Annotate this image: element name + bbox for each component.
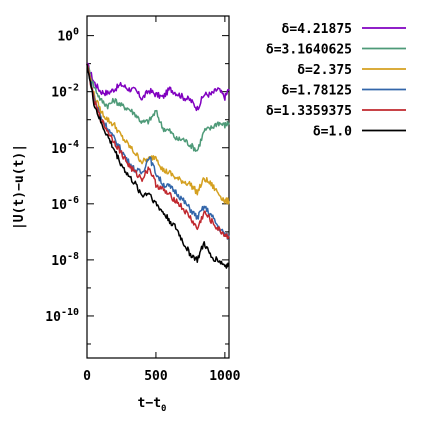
plot-frame xyxy=(86,15,230,359)
tick-labels: 0 500 1000 100 10-2 10-4 10-6 10-8 10-10 xyxy=(45,27,240,384)
y-tick-label: 10-6 xyxy=(51,195,79,213)
series-line xyxy=(86,63,230,269)
legend-label: δ=1.0 xyxy=(313,125,352,140)
y-tick-label: 10-2 xyxy=(51,83,79,101)
legend-label: δ=1.3359375 xyxy=(266,104,352,119)
legend-label: δ=3.1640625 xyxy=(266,43,352,58)
x-axis-label: t−t0 xyxy=(138,396,167,414)
y-axis-label-text: |U(t)−u(t)| xyxy=(12,144,27,230)
legend-label: δ=2.375 xyxy=(297,63,352,78)
x-tick-label: 1000 xyxy=(209,369,240,384)
series-lines xyxy=(86,62,230,269)
y-tick-label: 100 xyxy=(57,27,79,45)
legend-label: δ=1.78125 xyxy=(282,84,352,99)
series-line xyxy=(86,63,230,240)
y-tick-label: 10-4 xyxy=(51,139,79,157)
series-line xyxy=(86,63,230,205)
y-tick-label: 10-8 xyxy=(51,251,79,269)
y-tick-label: 10-10 xyxy=(45,307,79,325)
series-line xyxy=(86,63,230,240)
y-axis-label: |U(t)−u(t)| xyxy=(12,144,27,230)
legend-label: δ=4.21875 xyxy=(282,22,352,37)
series-line xyxy=(86,62,230,112)
series-line xyxy=(86,63,230,152)
x-tick-label: 500 xyxy=(144,369,168,384)
x-tick-label: 0 xyxy=(83,369,91,384)
legend: δ=4.21875 δ=3.1640625 δ=2.375 δ=1.78125 δ=1.… xyxy=(266,22,406,140)
axis-ticks xyxy=(86,16,229,358)
